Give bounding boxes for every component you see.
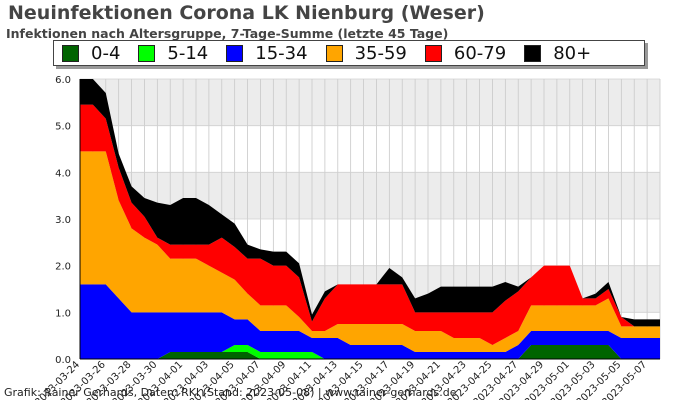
legend-item-15-34: 15-34: [226, 42, 308, 64]
legend-swatch: [138, 44, 156, 62]
legend-label: 15-34: [255, 42, 308, 64]
legend-item-5-14: 5-14: [138, 43, 208, 64]
legend-item-0-4: 0-4: [62, 43, 120, 64]
legend-swatch: [524, 44, 542, 62]
area-series-35-59: [80, 151, 660, 352]
chart-subtitle: Infektionen nach Altersgruppe, 7-Tage-Su…: [6, 26, 449, 41]
legend-label: 0-4: [91, 42, 121, 64]
y-tick-label: 0.0: [55, 355, 71, 366]
y-tick-label: 1.0: [55, 308, 71, 319]
legend-item-80+: 80+: [524, 43, 591, 64]
chart-legend: 0-4 5-14 15-34 35-59 60-79 80+: [53, 40, 645, 66]
y-tick-label: 5.0: [55, 122, 71, 133]
legend-label: 60-79: [453, 42, 507, 64]
y-tick-label: 4.0: [55, 168, 71, 179]
legend-swatch: [325, 44, 343, 62]
area-series-15-34: [80, 284, 660, 359]
grid-band: [80, 125, 660, 173]
y-tick-label: 3.0: [55, 215, 71, 226]
y-tick-label: 6.0: [55, 75, 71, 86]
area-series-0-4: [80, 345, 660, 359]
legend-label: 35-59: [354, 42, 407, 64]
area-series-80+: [80, 79, 660, 327]
y-tick-label: 2.0: [55, 262, 71, 273]
grid-band: [80, 79, 660, 126]
chart-title: Neuinfektionen Corona LK Nienburg (Weser…: [8, 2, 485, 24]
legend-label: 5-14: [167, 42, 209, 64]
area-series-60-79: [80, 104, 660, 346]
legend-item-35-59: 35-59: [325, 42, 407, 64]
legend-label: 80+: [553, 42, 592, 64]
legend-swatch: [226, 44, 244, 62]
legend-item-60-79: 60-79: [424, 42, 507, 64]
legend-swatch: [62, 44, 79, 62]
legend-swatch: [424, 44, 442, 62]
source-credit: Grafik: Rainer Gerhards, Daten: RKI (Sta…: [4, 386, 457, 399]
